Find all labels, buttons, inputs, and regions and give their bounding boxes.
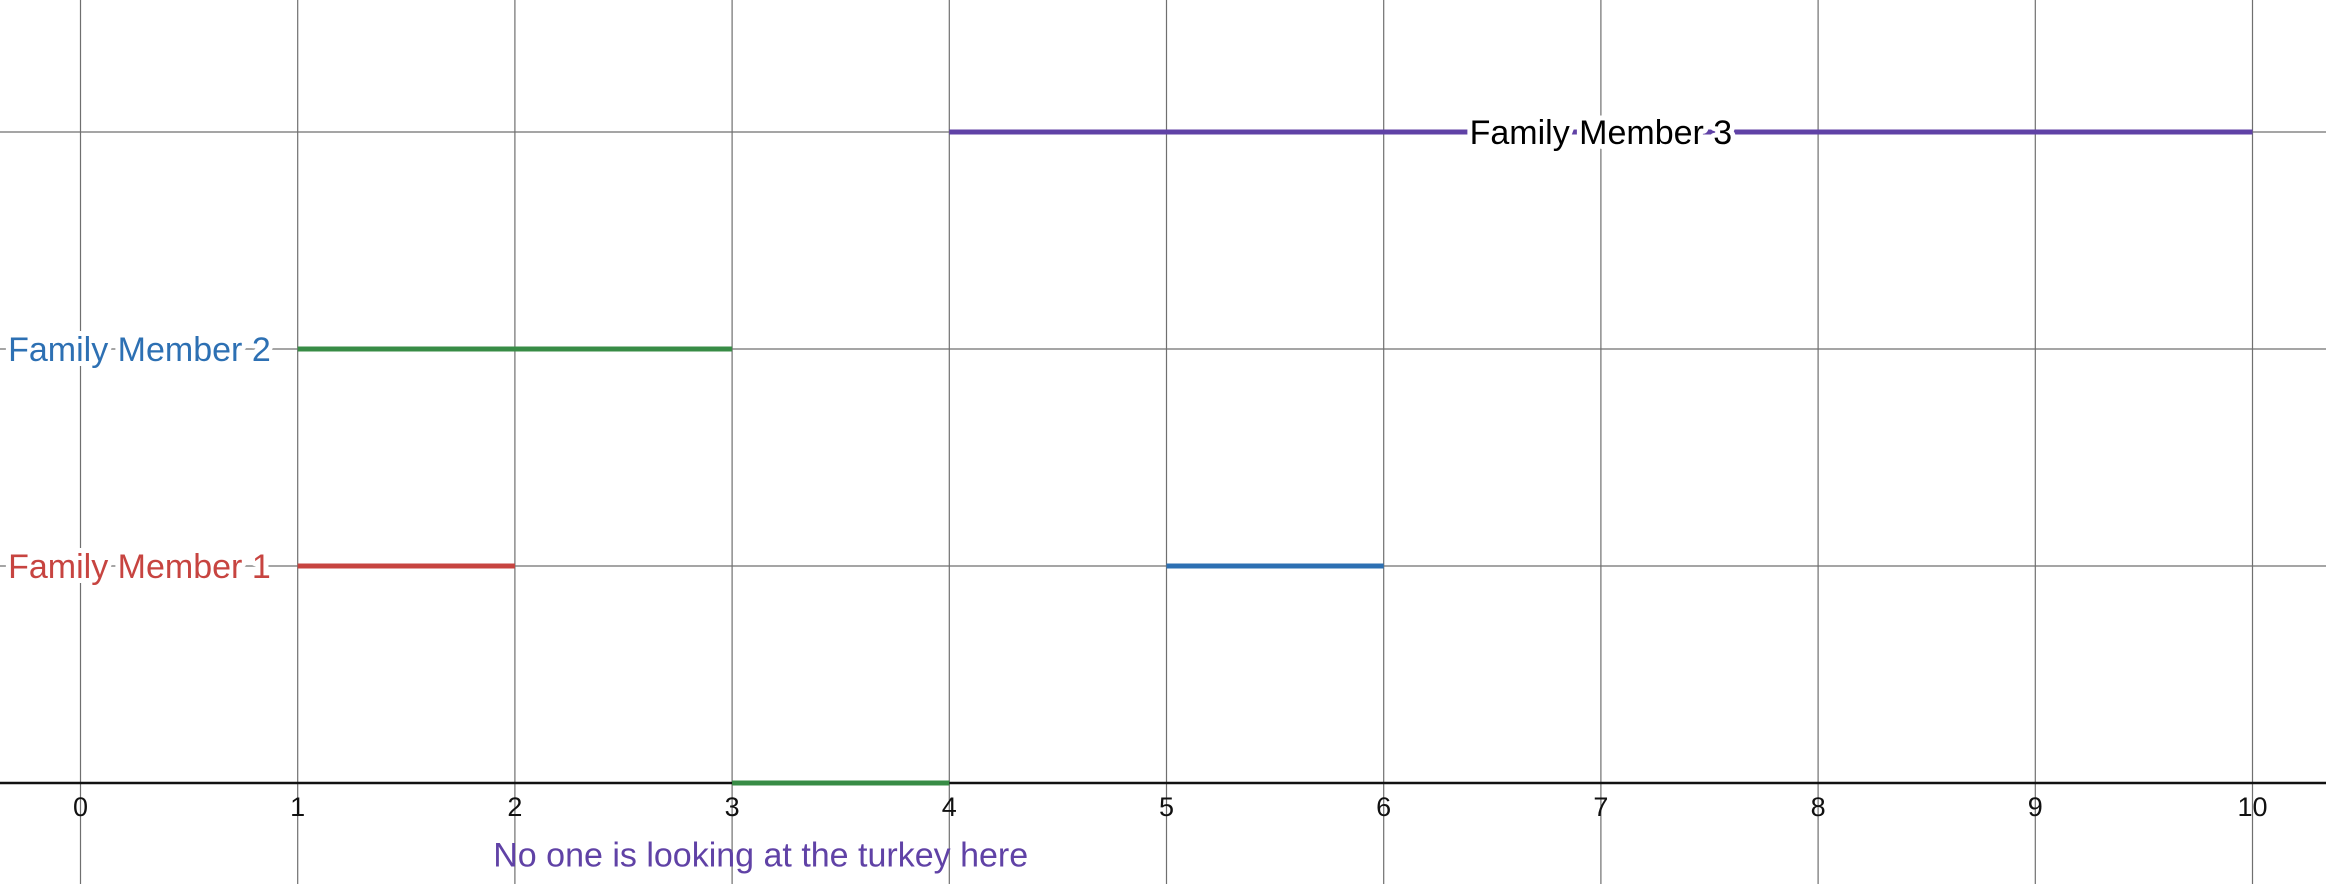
tick-label-0: 0 xyxy=(73,792,88,822)
tick-label-1: 1 xyxy=(290,792,305,822)
series-label-3: Family Member 3 xyxy=(1470,114,1733,152)
tick-label-2: 2 xyxy=(507,792,522,822)
series-labels: Family Member 1 Family Member 2 Family Mem… xyxy=(3,109,1737,591)
tick-label-5: 5 xyxy=(1159,792,1174,822)
tick-label-7: 7 xyxy=(1593,792,1608,822)
tick-label-3: 3 xyxy=(725,792,740,822)
series-label-1: Family Member 1 xyxy=(8,548,271,586)
tick-label-8: 8 xyxy=(1811,792,1826,822)
annotations: No one is looking at the turkey here xyxy=(493,837,1028,875)
tick-label-4: 4 xyxy=(942,792,957,822)
tick-label-9: 9 xyxy=(2028,792,2043,822)
tick-labels: 0 1 2 3 4 5 6 7 8 9 10 xyxy=(73,792,2268,822)
tick-label-10: 10 xyxy=(2237,792,2267,822)
series-label-2: Family Member 2 xyxy=(8,331,271,369)
tick-label-6: 6 xyxy=(1376,792,1391,822)
segments xyxy=(297,129,2253,786)
annotation-1: No one is looking at the turkey here xyxy=(493,837,1028,875)
